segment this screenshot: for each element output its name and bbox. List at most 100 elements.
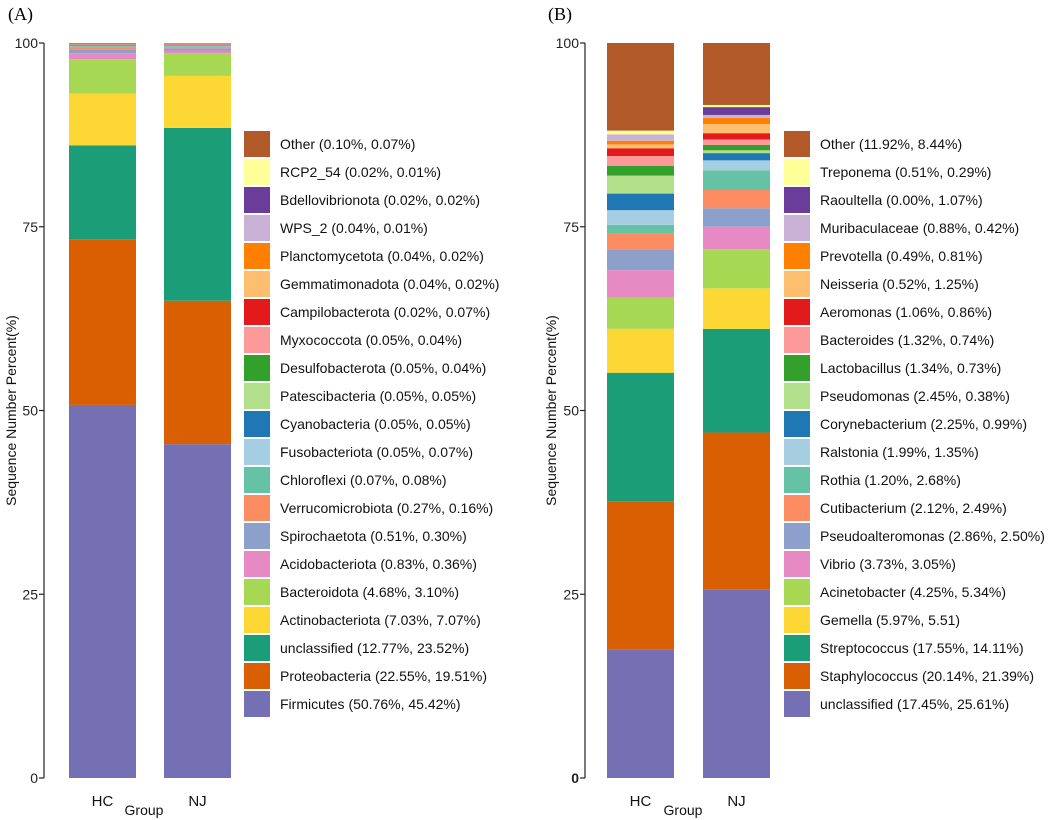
bar-segment-verrucomicrobiota-nj <box>164 47 231 49</box>
legend-swatch <box>244 299 270 325</box>
legend-swatch <box>784 243 810 269</box>
legend-swatch <box>784 439 810 465</box>
bar-segment-aeromonas-nj <box>703 133 770 140</box>
legend-entry: Bacteroides (1.32%, 0.74%) <box>820 332 994 348</box>
legend-entry: Proteobacteria (22.55%, 19.51%) <box>280 668 487 684</box>
bar-segment-other-hc <box>607 43 674 131</box>
legend-swatch <box>244 551 270 577</box>
bar-segment-bacteroides-hc <box>607 156 674 166</box>
panel-label: (B) <box>548 4 572 25</box>
legend-swatch <box>784 355 810 381</box>
y-tick-label: 0 <box>30 770 38 786</box>
bar-segment-other-hc <box>69 43 136 44</box>
legend-swatch <box>244 607 270 633</box>
bar-segment-firmicutes-nj <box>164 444 231 778</box>
bar-segment-pseudoalteromonas-hc <box>607 249 674 271</box>
legend-entry: Fusobacteriota (0.05%, 0.07%) <box>280 444 473 460</box>
legend-entry: Spirochaetota (0.51%, 0.30%) <box>280 528 467 544</box>
bar-segment-bacteroidota-nj <box>164 53 231 76</box>
x-category-label: NJ <box>188 793 206 810</box>
bar-segment-gemella-hc <box>607 328 674 373</box>
bar-segment-prevotella-hc <box>607 140 674 145</box>
bar-segment-vibrio-nj <box>703 226 770 250</box>
legend-swatch <box>244 523 270 549</box>
y-tick-label: 25 <box>563 586 579 602</box>
legend-swatch <box>784 551 810 577</box>
legend-swatch <box>244 159 270 185</box>
legend-swatch <box>244 271 270 297</box>
legend: Other (11.92%, 8.44%) Treponema (0.51%, 0… <box>784 131 1045 717</box>
bar-segment-rothia-nj <box>703 170 770 190</box>
bar-segment-actinobacteriota-hc <box>69 93 136 146</box>
legend-swatch <box>244 691 270 717</box>
legend-entry: Other (0.10%, 0.07%) <box>280 136 415 152</box>
bar-segment-chloroflexi-hc <box>69 46 136 48</box>
bar-segment-lactobacillus-hc <box>607 165 674 176</box>
legend-swatch <box>784 467 810 493</box>
y-tick-label: 25 <box>22 586 38 602</box>
bar-segment-neisseria-hc <box>607 144 674 149</box>
bar-segment-acinetobacter-hc <box>607 297 674 329</box>
bar-segment-acidobacteriota-nj <box>164 50 231 54</box>
bar-segment-pseudomonas-hc <box>607 175 674 194</box>
bar-segment-acidobacteriota-hc <box>69 53 136 60</box>
legend-swatch <box>244 187 270 213</box>
legend-entry: Verrucomicrobiota (0.27%, 0.16%) <box>280 500 493 516</box>
bar-segment-ralstonia-hc <box>607 210 674 225</box>
legend-entry: Raoultella (0.00%, 1.07%) <box>820 192 983 208</box>
y-tick-label: 75 <box>563 219 579 235</box>
legend-swatch <box>244 327 270 353</box>
bar-segment-treponema-hc <box>607 130 674 135</box>
y-axis-title: Sequence Number Percent(%) <box>3 315 19 506</box>
legend-entry: Prevotella (0.49%, 0.81%) <box>820 248 983 264</box>
legend-entry: Bacteroidota (4.68%, 3.10%) <box>280 584 459 600</box>
legend-swatch <box>244 579 270 605</box>
bar-segment-unclassified-nj <box>164 127 231 301</box>
legend-entry: Treponema (0.51%, 0.29%) <box>820 164 991 180</box>
legend-swatch <box>244 467 270 493</box>
y-axis-title: Sequence Number Percent(%) <box>543 315 559 506</box>
bar-segment-acinetobacter-nj <box>703 249 770 289</box>
bar-segment-proteobacteria-hc <box>69 239 136 405</box>
legend-swatch <box>784 691 810 717</box>
bar-segment-firmicutes-hc <box>69 404 136 778</box>
x-category-label: NJ <box>727 793 745 810</box>
y-tick-label: 0 <box>571 770 579 786</box>
bar-segment-unclassified-hc <box>69 145 136 240</box>
bar-segment-bacteroidota-hc <box>69 59 136 94</box>
legend-entry: Pseudomonas (2.45%, 0.38%) <box>820 388 1010 404</box>
bar-segment-rothia-hc <box>607 224 674 234</box>
legend-swatch <box>784 271 810 297</box>
bar-segment-pseudomonas-nj <box>703 150 770 154</box>
legend-swatch <box>784 299 810 325</box>
bar-segment-aeromonas-hc <box>607 148 674 157</box>
panel-label: (A) <box>8 4 33 25</box>
legend-swatch <box>784 495 810 521</box>
bar-segment-cutibacterium-hc <box>607 233 674 250</box>
bar-segment-treponema-nj <box>703 104 770 108</box>
bar-segment-chloroflexi-nj <box>164 46 231 48</box>
legend-swatch <box>784 411 810 437</box>
bar-segment-pseudoalteromonas-nj <box>703 208 770 227</box>
legend-swatch <box>244 411 270 437</box>
legend-entry: Myxococcota (0.05%, 0.04%) <box>280 332 462 348</box>
legend-entry: Ralstonia (1.99%, 1.35%) <box>820 444 979 460</box>
legend-entry: Staphylococcus (20.14%, 21.39%) <box>820 668 1034 684</box>
legend-swatch <box>244 663 270 689</box>
legend: Other (0.10%, 0.07%) RCP2_54 (0.02%, 0.01… <box>244 131 499 717</box>
bar-segment-raoultella-nj <box>703 107 770 115</box>
legend-swatch <box>784 327 810 353</box>
bar-segment-streptococcus-hc <box>607 372 674 502</box>
legend-entry: Chloroflexi (0.07%, 0.08%) <box>280 472 447 488</box>
legend-entry: Neisseria (0.52%, 1.25%) <box>820 276 979 292</box>
bar-segment-unclassified-nj <box>703 589 770 778</box>
legend-entry: Firmicutes (50.76%, 45.42%) <box>280 696 461 712</box>
legend-swatch <box>784 187 810 213</box>
legend-entry: Lactobacillus (1.34%, 0.73%) <box>820 360 1001 376</box>
legend-entry: Acinetobacter (4.25%, 5.34%) <box>820 584 1006 600</box>
x-axis-title: Group <box>125 802 164 818</box>
legend-entry: unclassified (12.77%, 23.52%) <box>280 640 469 656</box>
bar-segment-verrucomicrobiota-hc <box>69 47 136 50</box>
bar-segment-bacteroides-nj <box>703 139 770 145</box>
